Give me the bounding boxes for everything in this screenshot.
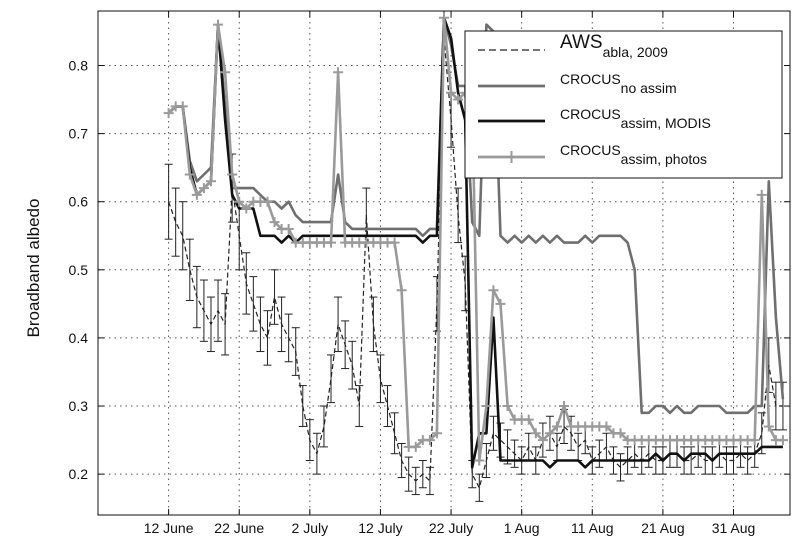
data-point-marker xyxy=(163,108,174,119)
data-point-marker xyxy=(213,19,224,30)
data-point-marker xyxy=(205,176,216,187)
y-tick-label: 0.3 xyxy=(69,398,89,414)
data-point-marker xyxy=(502,401,513,412)
x-tick-label: 11 Aug xyxy=(571,520,614,536)
x-tick-label: 22 June xyxy=(214,520,264,536)
legend-marker xyxy=(505,151,518,163)
data-point-marker xyxy=(523,414,534,425)
series-layer xyxy=(163,10,788,502)
data-point-marker xyxy=(544,428,555,439)
y-tick-label: 0.6 xyxy=(69,194,89,210)
x-tick-label: 21 Aug xyxy=(641,520,685,536)
data-point-marker xyxy=(396,285,407,296)
x-tick-label: 22 July xyxy=(429,520,473,536)
data-point-marker xyxy=(262,196,273,207)
y-axis-label: Broadband albedo xyxy=(24,199,43,338)
data-point-marker xyxy=(488,285,499,296)
legend: AWSabla, 2009 CROCUSno assim CROCUSassim, … xyxy=(464,30,783,179)
series-2 xyxy=(167,16,783,469)
data-point-marker xyxy=(326,237,337,248)
data-point-marker xyxy=(234,196,245,207)
data-point-marker xyxy=(495,298,506,309)
data-point-marker xyxy=(241,203,252,214)
x-tick-label: 12 June xyxy=(144,520,194,536)
y-tick-label: 0.5 xyxy=(69,262,89,278)
series-3 xyxy=(163,12,788,466)
data-point-marker xyxy=(537,435,548,446)
data-point-marker xyxy=(777,435,788,446)
data-point-marker xyxy=(756,189,767,200)
data-point-marker xyxy=(530,428,541,439)
data-point-marker xyxy=(269,217,280,228)
data-point-marker xyxy=(481,401,492,412)
data-point-marker xyxy=(220,67,231,78)
x-tick-label: 1 Aug xyxy=(504,520,540,536)
data-point-marker xyxy=(424,435,435,446)
data-point-marker xyxy=(227,169,238,180)
plot-frame xyxy=(97,10,791,516)
data-point-marker xyxy=(763,421,774,432)
data-point-marker xyxy=(551,421,562,432)
legend-label: CROCUSassim, photos xyxy=(560,142,707,167)
legend-label: CROCUSassim, MODIS xyxy=(560,106,711,131)
x-tick-label: 12 July xyxy=(358,520,402,536)
data-point-marker xyxy=(615,428,626,439)
data-point-marker xyxy=(191,189,202,200)
data-point-marker xyxy=(601,421,612,432)
data-point-marker xyxy=(559,401,570,412)
y-tick-label: 0.4 xyxy=(69,330,89,346)
axis-ticks: 0.2 0.3 0.4 0.5 0.6 0.7 0.8 12 June 22 June 2 Jul… xyxy=(69,11,790,536)
data-point-marker xyxy=(283,223,294,234)
x-tick-label: 2 July xyxy=(292,520,329,536)
data-point-marker xyxy=(439,12,449,23)
legend-label: AWSabla, 2009 xyxy=(560,32,668,60)
data-point-marker xyxy=(177,101,188,112)
data-point-marker xyxy=(453,94,464,105)
data-point-marker xyxy=(474,455,485,466)
data-point-marker xyxy=(410,441,421,452)
legend-box xyxy=(464,30,783,179)
data-point-marker xyxy=(431,428,442,439)
data-point-marker xyxy=(198,183,209,194)
data-point-marker xyxy=(333,67,344,78)
series-line xyxy=(167,16,783,469)
data-point-marker xyxy=(749,435,760,446)
x-tick-label: 31 Aug xyxy=(712,520,756,536)
y-tick-label: 0.8 xyxy=(69,57,89,73)
data-point-marker xyxy=(184,169,195,180)
data-point-marker xyxy=(389,237,400,248)
data-point-marker xyxy=(446,87,457,98)
legend-label: CROCUSno assim xyxy=(560,71,677,96)
y-tick-label: 0.2 xyxy=(69,466,89,482)
y-tick-label: 0.7 xyxy=(69,126,89,142)
